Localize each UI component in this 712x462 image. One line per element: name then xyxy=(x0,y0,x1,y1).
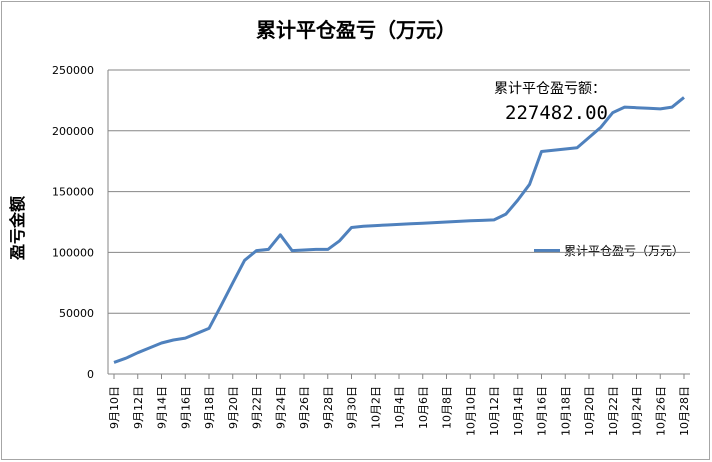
x-tick-label: 10月4日 xyxy=(393,386,406,429)
annotation-label: 累计平仓盈亏额： xyxy=(494,81,606,97)
series-line xyxy=(113,96,685,364)
x-tick-label: 9月28日 xyxy=(322,386,335,429)
chart-title: 累计平仓盈亏（万元） xyxy=(256,18,456,42)
x-tick-label: 10月16日 xyxy=(536,386,549,436)
x-tick-label: 10月12日 xyxy=(488,386,501,436)
x-tick-label: 10月2日 xyxy=(369,386,382,429)
annotation-value: 227482.00 xyxy=(505,102,608,124)
y-tick-label: 50000 xyxy=(59,307,94,320)
x-tick-label: 10月20日 xyxy=(583,386,596,436)
x-tick-label: 9月14日 xyxy=(156,386,169,429)
x-tick-label: 9月10日 xyxy=(108,386,121,429)
x-tick-label: 10月6日 xyxy=(417,386,430,429)
x-tick-label: 10月10日 xyxy=(464,386,477,436)
x-tick-label: 9月22日 xyxy=(251,386,264,429)
x-tick-label: 9月12日 xyxy=(132,386,145,429)
y-tick-label: 200000 xyxy=(52,125,94,138)
x-tick-label: 9月26日 xyxy=(298,386,311,429)
x-tick-label: 9月18日 xyxy=(203,386,216,429)
x-tick-label: 10月18日 xyxy=(559,386,572,436)
x-tick-label: 10月14日 xyxy=(512,386,525,436)
legend-label: 累计平仓盈亏（万元） xyxy=(564,244,685,258)
y-tick-label: 150000 xyxy=(52,186,94,199)
x-tick-label: 9月20日 xyxy=(227,386,240,429)
x-tick-label: 10月28日 xyxy=(678,386,691,436)
x-tick-label: 10月24日 xyxy=(631,386,644,436)
legend-swatch xyxy=(534,249,560,252)
y-tick-label: 250000 xyxy=(52,64,94,77)
x-tick-label: 10月8日 xyxy=(441,386,454,429)
y-tick-label: 100000 xyxy=(52,246,94,259)
legend: 累计平仓盈亏（万元） xyxy=(534,242,684,259)
y-tick-label: 0 xyxy=(87,368,94,381)
x-tick-label: 10月26日 xyxy=(654,386,667,436)
x-tick-label: 9月30日 xyxy=(346,386,359,429)
x-tick-label: 9月24日 xyxy=(274,386,287,429)
x-tick-label: 10月22日 xyxy=(607,386,620,436)
x-tick-label: 9月16日 xyxy=(179,386,192,429)
